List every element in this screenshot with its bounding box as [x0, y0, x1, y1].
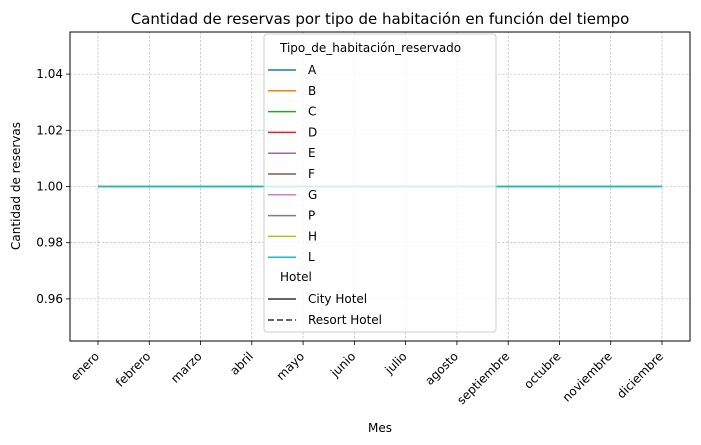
legend-hue-title: Tipo_de_habitación_reservado [279, 41, 461, 55]
legend-style-label: City Hotel [308, 292, 367, 306]
legend-style-label: Resort Hotel [308, 313, 382, 327]
y-ticks: 0.96 0.98 1.00 1.02 1.04 [36, 67, 70, 306]
legend-entry-label: E [308, 146, 316, 160]
y-tick-label: 0.98 [36, 236, 63, 250]
legend-style-title: Hotel [280, 270, 312, 284]
y-tick-label: 0.96 [36, 292, 63, 306]
y-axis-label: Cantidad de reservas [9, 122, 23, 250]
chart-title: Cantidad de reservas por tipo de habitac… [131, 10, 630, 28]
legend-entry-label: F [308, 167, 315, 181]
legend-entry-label: P [308, 209, 315, 223]
y-tick-label: 1.04 [36, 67, 63, 81]
legend-entry-label: B [308, 84, 316, 98]
legend-entry-label: D [308, 125, 317, 139]
y-tick-label: 1.00 [36, 180, 63, 194]
y-tick-label: 1.02 [36, 123, 63, 137]
legend-box [263, 33, 497, 333]
legend-entry-label: A [308, 63, 317, 77]
legend-entry-label: C [308, 105, 316, 119]
x-axis-label: Mes [368, 421, 392, 435]
legend-entry-label: H [308, 229, 317, 243]
legend-entry-label: L [308, 250, 315, 264]
legend-entry-label: G [308, 188, 317, 202]
